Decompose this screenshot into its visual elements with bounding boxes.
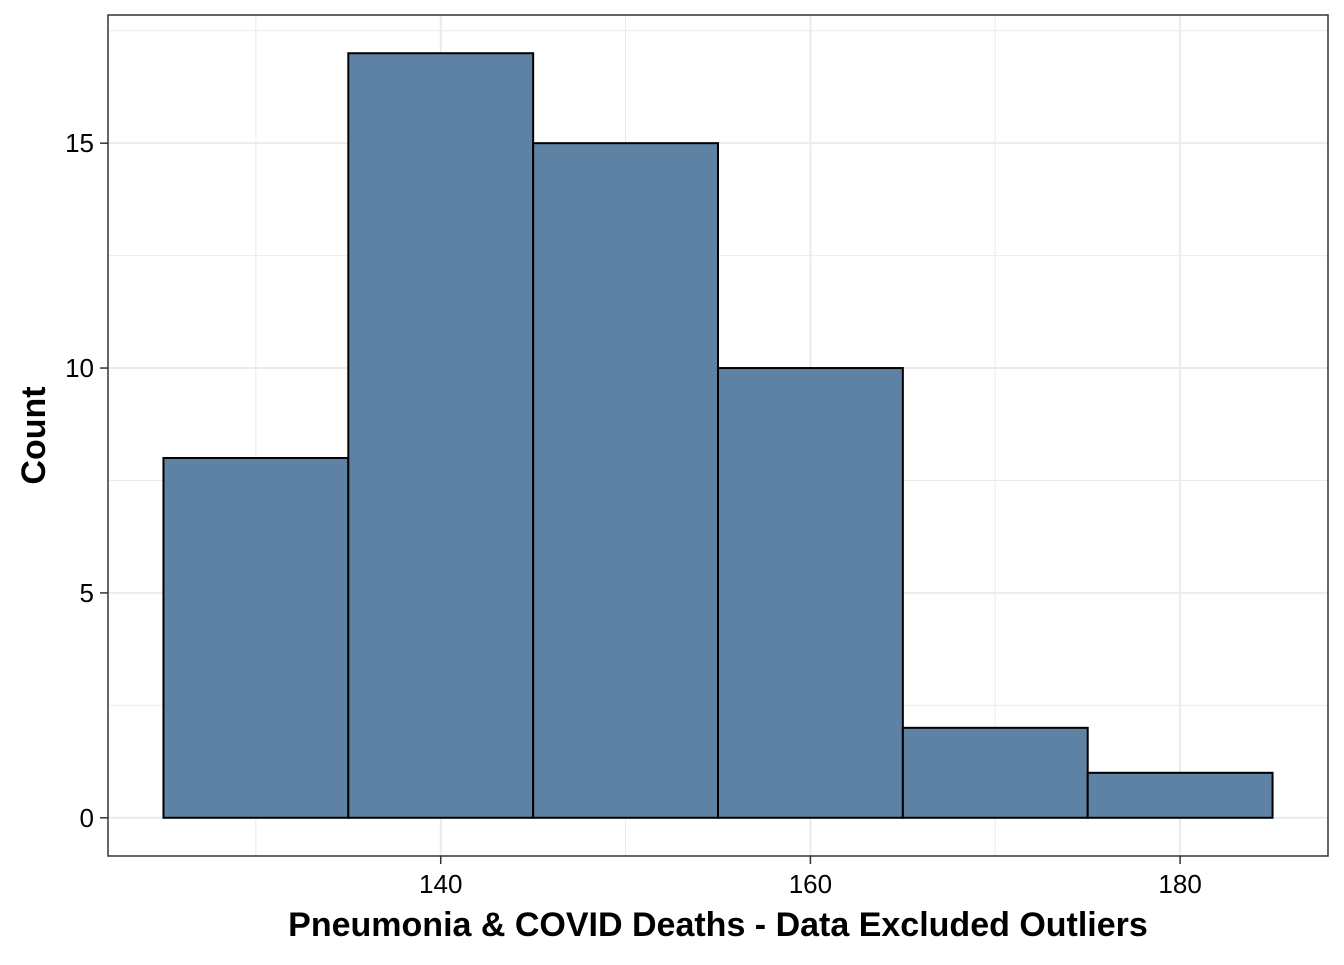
x-axis: 140 160 180 <box>419 856 1202 899</box>
y-axis: 0 5 10 15 <box>65 128 108 833</box>
y-tick-label: 15 <box>65 128 94 158</box>
histogram-bar <box>1086 771 1274 819</box>
y-axis-title: Count <box>15 386 53 484</box>
y-tick-label: 10 <box>65 353 94 383</box>
y-tick-label: 5 <box>80 578 94 608</box>
y-tick-label: 0 <box>80 803 94 833</box>
histogram-bar <box>347 52 535 819</box>
x-axis-title: Pneumonia & COVID Deaths - Data Excluded… <box>288 906 1148 944</box>
x-tick-label: 180 <box>1158 869 1201 899</box>
histogram-bar <box>532 142 719 819</box>
histogram-bar <box>901 726 1089 819</box>
x-tick-label: 140 <box>419 869 462 899</box>
histogram-bar <box>717 367 904 819</box>
histogram-bars <box>162 52 1274 819</box>
histogram-bar <box>162 456 350 819</box>
panel-border <box>107 14 1329 857</box>
x-tick-label: 160 <box>789 869 832 899</box>
